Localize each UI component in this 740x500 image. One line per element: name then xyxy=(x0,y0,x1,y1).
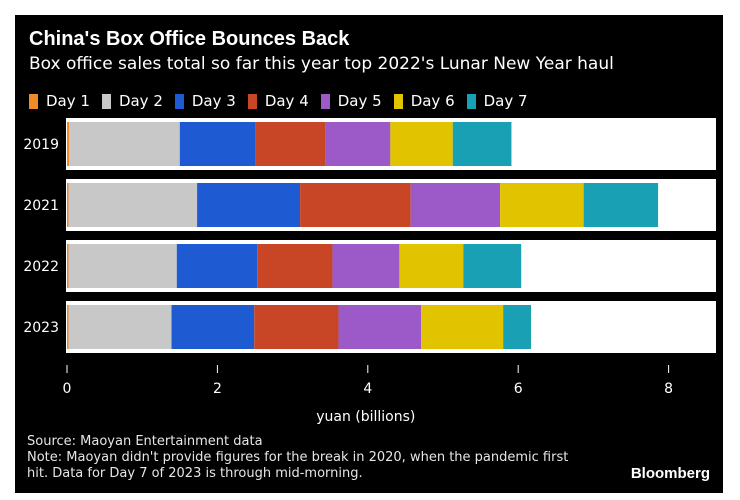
bar-segment xyxy=(325,122,391,166)
legend-swatch xyxy=(29,93,38,109)
legend-swatch xyxy=(393,93,403,109)
legend-item: Day 2 xyxy=(101,92,163,110)
legend-label: Day 3 xyxy=(191,92,236,110)
bar-segment xyxy=(67,183,69,227)
bar-segment xyxy=(67,305,69,349)
legend-label: Day 1 xyxy=(46,92,90,110)
bloomberg-logo: Bloomberg xyxy=(630,465,710,482)
legend-item: Day 5 xyxy=(320,92,382,110)
bar-segment xyxy=(338,305,422,349)
bar-segment xyxy=(390,122,453,166)
legend-label: Day 4 xyxy=(264,92,309,110)
legend-label: Day 5 xyxy=(337,92,382,110)
legend-item: Day 4 xyxy=(247,92,309,110)
bar-segment xyxy=(68,244,177,288)
footer: Source: Maoyan Entertainment data Note: … xyxy=(27,434,587,482)
legend-label: Day 7 xyxy=(483,92,528,110)
x-tick-label: 4 xyxy=(363,381,372,397)
x-tick-label: 2 xyxy=(213,381,222,397)
bar-chart: 2019 2021 2022 2023 0 2 4 6 8 yuan (billions) xyxy=(23,118,716,425)
legend-label: Day 2 xyxy=(118,92,163,110)
legend-swatch xyxy=(466,93,476,109)
legend-swatch xyxy=(247,93,257,109)
bar-segment xyxy=(463,244,522,288)
bar-segment xyxy=(171,305,255,349)
legend-item: Day 3 xyxy=(174,92,236,110)
x-tick-label: 0 xyxy=(63,381,72,397)
legend-swatch xyxy=(320,93,330,109)
bar-segment xyxy=(332,244,400,288)
bar-segment xyxy=(255,122,326,166)
bar-segment xyxy=(399,244,464,288)
bar-segment xyxy=(500,183,584,227)
legend-item: Day 1 xyxy=(29,92,90,110)
bar-segment xyxy=(67,122,70,166)
legend-swatch xyxy=(174,93,184,109)
chart-title: China's Box Office Bounces Back xyxy=(29,28,350,50)
bar-segment xyxy=(176,244,258,288)
bar-segment xyxy=(254,305,339,349)
bar-segment xyxy=(69,122,180,166)
chart-subtitle: Box office sales total so far this year … xyxy=(29,54,614,74)
bar-segment xyxy=(421,305,504,349)
bar-segment xyxy=(68,183,198,227)
bar-segment xyxy=(197,183,301,227)
chart-frame: China's Box Office Bounces Back Box offi… xyxy=(15,15,723,493)
bar-segment xyxy=(68,305,172,349)
category-label: 2023 xyxy=(23,320,59,336)
category-label: 2021 xyxy=(23,198,59,214)
bar-segment xyxy=(257,244,333,288)
x-tick-label: 8 xyxy=(664,381,673,397)
bar-segment xyxy=(300,183,411,227)
bar-segment xyxy=(179,122,256,166)
legend-item: Day 6 xyxy=(393,92,455,110)
bar-segment xyxy=(583,183,659,227)
bar-segment xyxy=(67,244,69,288)
bar-segment xyxy=(452,122,512,166)
footnote: Note: Maoyan didn't provide figures for … xyxy=(27,450,569,481)
source-note: Source: Maoyan Entertainment data xyxy=(27,434,263,449)
legend: Day 1 Day 2 Day 3 Day 4 Day 5 Day 6 Day 7 xyxy=(29,90,540,112)
legend-item: Day 7 xyxy=(466,92,528,110)
category-label: 2022 xyxy=(23,259,59,275)
x-tick-label: 6 xyxy=(514,381,523,397)
x-axis-title: yuan (billions) xyxy=(316,409,415,425)
bar-segment xyxy=(503,305,531,349)
bar-segment xyxy=(410,183,501,227)
category-label: 2019 xyxy=(23,137,59,153)
legend-label: Day 6 xyxy=(410,92,455,110)
legend-swatch xyxy=(101,93,111,109)
